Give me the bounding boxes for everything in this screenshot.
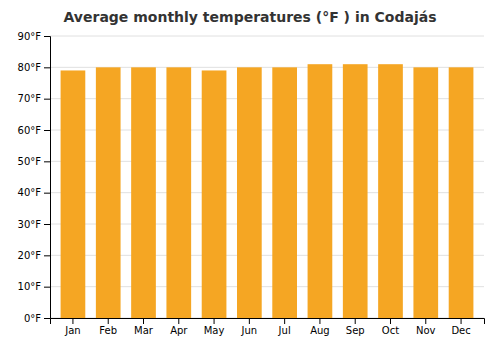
- y-tick-label: 20°F: [18, 250, 42, 261]
- x-tick-mark: [143, 318, 144, 324]
- y-tick: 20°F: [18, 250, 50, 261]
- x-tick: Dec: [451, 318, 470, 336]
- y-tick: 90°F: [18, 31, 50, 42]
- x-tick-label: Feb: [99, 325, 117, 336]
- x-tick-label: Sep: [346, 325, 365, 336]
- x-tick-mark: [108, 318, 109, 324]
- y-tick-mark: [44, 193, 50, 194]
- plot-area: 0°F 10°F 20°F 30°F 40°F 50°F 60°F 70°F 80°F 90°F J…: [18, 31, 485, 336]
- y-tick-label: 70°F: [18, 93, 42, 104]
- x-tick-label: May: [204, 325, 225, 336]
- title: Average monthly temperatures (°F ) in Co…: [64, 9, 437, 25]
- x-tick-label: Mar: [134, 325, 154, 336]
- y-tick-label: 30°F: [18, 219, 42, 230]
- x-tick-label: Jan: [64, 325, 80, 336]
- y-tick-mark: [44, 36, 50, 37]
- y-tick: 70°F: [18, 93, 50, 104]
- y-axis-line: [44, 37, 51, 319]
- x-tick-mark: [425, 318, 426, 324]
- bar: [272, 67, 297, 318]
- bar: [131, 67, 156, 318]
- bars: [61, 64, 474, 318]
- y-tick-label: 80°F: [18, 62, 42, 73]
- x-tick-label: Apr: [170, 325, 188, 336]
- y-axis: 0°F 10°F 20°F 30°F 40°F 50°F 60°F 70°F 80°F 90°F: [18, 31, 51, 324]
- x-tick-label: Aug: [310, 325, 330, 336]
- x-tick: Jul: [278, 318, 291, 336]
- x-axis: Jan Feb Mar Apr May Jun Jul Aug Sep Oct Nov Dec: [51, 318, 485, 336]
- x-tick-mark: [319, 318, 320, 324]
- y-tick: 0°F: [24, 313, 50, 324]
- bar: [308, 64, 333, 318]
- x-tick: Oct: [382, 318, 399, 336]
- x-tick: Jan: [64, 318, 80, 336]
- y-tick-mark: [44, 67, 50, 68]
- bar: [378, 64, 403, 318]
- grid: [50, 36, 484, 318]
- y-tick-label: 60°F: [18, 125, 42, 136]
- x-tick: Aug: [310, 318, 330, 336]
- y-tick: 50°F: [18, 156, 50, 167]
- grid-line: [50, 36, 484, 37]
- x-tick-mark: [214, 318, 215, 324]
- x-tick: Apr: [170, 318, 188, 336]
- x-tick-mark: [390, 318, 391, 324]
- bar: [166, 67, 191, 318]
- bar: [96, 67, 121, 318]
- x-tick: Jun: [241, 318, 258, 336]
- x-tick-mark: [284, 318, 285, 324]
- y-tick: 60°F: [18, 125, 50, 136]
- bar: [449, 67, 474, 318]
- x-axis-line: [51, 319, 485, 325]
- y-tick-label: 90°F: [18, 31, 42, 42]
- y-tick-label: 40°F: [18, 187, 42, 198]
- y-tick-mark: [44, 318, 50, 319]
- x-tick: Feb: [99, 318, 117, 336]
- x-tick-label: Jun: [241, 325, 258, 336]
- y-tick: 80°F: [18, 62, 50, 73]
- y-tick-mark: [44, 287, 50, 288]
- x-tick-label: Oct: [382, 325, 399, 336]
- x-tick-mark: [178, 318, 179, 324]
- x-tick: Sep: [346, 318, 365, 336]
- bar: [413, 67, 438, 318]
- y-tick: 10°F: [18, 281, 50, 292]
- chart: 0°F 10°F 20°F 30°F 40°F 50°F 60°F 70°F 80°F 90°F J…: [0, 0, 500, 350]
- y-tick: 30°F: [18, 219, 50, 230]
- bar: [202, 70, 227, 318]
- x-tick-mark: [355, 318, 356, 324]
- y-tick-mark: [44, 255, 50, 256]
- bar: [61, 70, 86, 318]
- x-tick-mark: [249, 318, 250, 324]
- x-tick: Nov: [416, 318, 436, 336]
- y-tick: 40°F: [18, 187, 50, 198]
- x-tick: Mar: [134, 318, 154, 336]
- y-tick-mark: [44, 224, 50, 225]
- bar: [237, 67, 262, 318]
- x-tick-label: Nov: [416, 325, 436, 336]
- x-tick: May: [204, 318, 225, 336]
- x-tick-label: Jul: [278, 325, 291, 336]
- x-tick-label: Dec: [451, 325, 470, 336]
- bar: [343, 64, 368, 318]
- x-tick-mark: [72, 318, 73, 324]
- y-tick-label: 50°F: [18, 156, 42, 167]
- y-tick-label: 10°F: [18, 281, 42, 292]
- y-tick-mark: [44, 130, 50, 131]
- y-tick-mark: [44, 99, 50, 100]
- x-tick-mark: [461, 318, 462, 324]
- y-tick-mark: [44, 161, 50, 162]
- y-tick-label: 0°F: [24, 313, 41, 324]
